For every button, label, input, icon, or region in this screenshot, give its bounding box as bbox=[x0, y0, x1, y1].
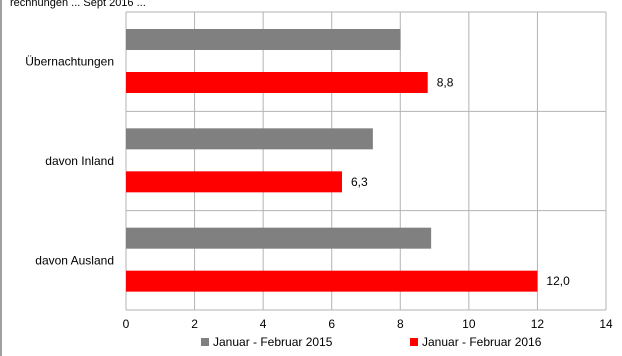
x-tick-label: 6 bbox=[328, 317, 335, 331]
legend-swatch bbox=[201, 338, 209, 346]
bars bbox=[126, 29, 538, 292]
bar-s2-1 bbox=[126, 171, 342, 193]
legend-label: Januar - Februar 2015 bbox=[213, 335, 333, 349]
legend-label: Januar - Februar 2016 bbox=[422, 335, 542, 349]
data-label: 12,0 bbox=[546, 274, 570, 288]
category-label: Übernachtungen bbox=[25, 55, 114, 69]
legend: Januar - Februar 2015 Januar - Februar 20… bbox=[201, 335, 542, 349]
legend-swatch bbox=[410, 338, 418, 346]
data-label: 6,3 bbox=[351, 175, 368, 189]
bar-s1-1 bbox=[126, 128, 373, 150]
category-labels: Übernachtungen davon Inland davon Ausland bbox=[25, 55, 114, 268]
x-tick-label: 4 bbox=[260, 317, 267, 331]
x-tick-label: 14 bbox=[599, 317, 613, 331]
bar-s1-0 bbox=[126, 29, 401, 50]
bar-s2-0 bbox=[126, 72, 428, 93]
x-tick-label: 8 bbox=[397, 317, 404, 331]
data-labels: 8,8 6,3 12,0 bbox=[351, 76, 570, 289]
data-label: 8,8 bbox=[437, 76, 454, 90]
bar-s2-2 bbox=[126, 270, 538, 292]
bar-s1-2 bbox=[126, 227, 432, 249]
category-label: davon Ausland bbox=[35, 253, 114, 267]
x-tick-label: 10 bbox=[462, 317, 476, 331]
gridlines bbox=[125, 11, 607, 311]
x-tick-label: 2 bbox=[191, 317, 198, 331]
x-tick-labels: 0 2 4 6 8 10 12 14 bbox=[123, 317, 613, 331]
x-tick-label: 12 bbox=[531, 317, 545, 331]
x-tick-label: 0 bbox=[123, 317, 130, 331]
top-note: rechnungen ... Sept 2016 ... bbox=[10, 0, 146, 9]
category-label: davon Inland bbox=[45, 154, 114, 168]
